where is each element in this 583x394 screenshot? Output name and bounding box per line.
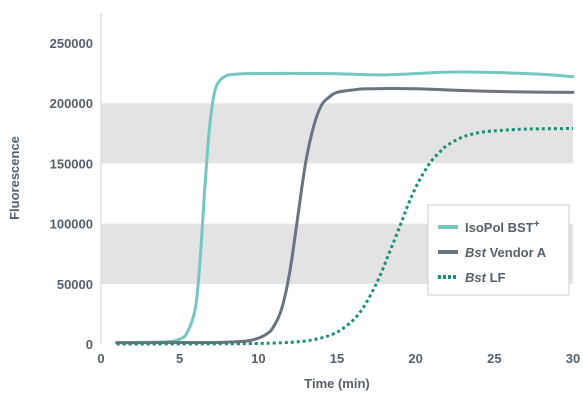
grid-bands — [101, 43, 573, 344]
x-tick-label: 5 — [176, 351, 183, 366]
x-tick-label: 10 — [251, 351, 265, 366]
legend-items: IsoPol BST+ Bst Vendor A Bst LF — [438, 219, 547, 285]
y-tick-label: 50000 — [57, 277, 93, 292]
y-tick-labels: 0 50000 100000 150000 200000 250000 — [50, 36, 93, 352]
y-tick-label: 150000 — [50, 156, 93, 171]
series-line-2 — [115, 87, 575, 345]
legend-label-1: IsoPol BST+ — [465, 219, 540, 235]
legend: IsoPol BST+ Bst Vendor A Bst LF — [427, 204, 570, 296]
series-layer — [115, 70, 575, 346]
x-tick-label: 0 — [97, 351, 104, 366]
x-tick-label: 15 — [330, 351, 344, 366]
x-tick-labels: 0 5 10 15 20 25 30 — [97, 351, 580, 366]
y-tick-label: 200000 — [50, 96, 93, 111]
y-axis-title: Fluorescence — [7, 136, 22, 220]
y-tick-label: 0 — [86, 337, 93, 352]
x-axis-title: Time (min) — [304, 376, 370, 391]
y-tick-label: 100000 — [50, 217, 93, 232]
y-tick-label: 250000 — [50, 36, 93, 51]
x-tick-label: 25 — [487, 351, 501, 366]
x-tick-label: 20 — [408, 351, 422, 366]
legend-label-2: Bst Vendor A — [465, 245, 547, 260]
x-tick-label: 30 — [566, 351, 580, 366]
grid-band-shaded — [101, 103, 573, 164]
series-line-3 — [116, 126, 574, 346]
series-line-1 — [115, 70, 575, 345]
legend-label-3: Bst LF — [465, 270, 506, 285]
